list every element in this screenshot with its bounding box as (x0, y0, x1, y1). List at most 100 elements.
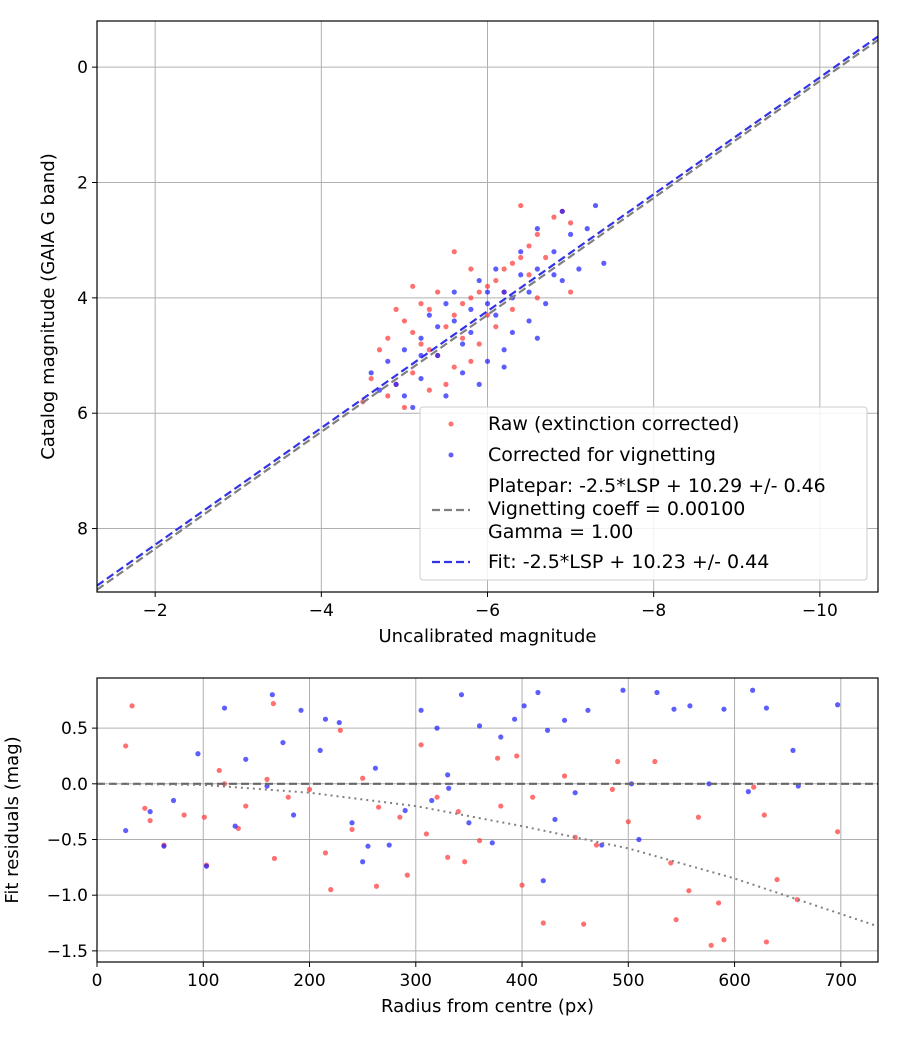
top-point-corrected (484, 358, 491, 364)
top-point-raw (426, 347, 432, 353)
bottom-series-group (97, 687, 878, 948)
top-point-corrected (418, 335, 424, 341)
top-point-raw (534, 231, 540, 238)
bottom-point-corrected (221, 705, 228, 711)
bottom-point-raw (572, 834, 578, 840)
bottom-point-raw (462, 859, 468, 865)
top-point-raw (484, 283, 491, 289)
bottom-point-corrected (561, 717, 568, 723)
top-point-corrected (468, 329, 474, 336)
bottom-plot-area (97, 678, 878, 962)
top-xtick-label: −10 (802, 601, 838, 621)
bottom-point-corrected (170, 797, 177, 804)
bottom-point-raw (418, 742, 424, 748)
bottom-point-raw (561, 773, 568, 779)
top-point-raw (451, 364, 457, 370)
bottom-point-raw (673, 917, 679, 923)
bottom-point-corrected (544, 727, 551, 733)
top-point-corrected (501, 364, 507, 370)
top-point-corrected (559, 208, 565, 214)
top-point-corrected (385, 358, 391, 364)
top-point-corrected (451, 318, 457, 324)
bottom-point-corrected (552, 816, 558, 823)
bottom-xtick-label: 500 (612, 971, 644, 991)
bottom-point-raw (652, 758, 658, 765)
bottom-point-corrected (322, 716, 329, 722)
bottom-ylabel: Fit residuals (mag) (2, 736, 23, 903)
top-point-raw (468, 358, 474, 364)
top-ytick-label: 6 (77, 404, 88, 424)
bottom-point-corrected (489, 840, 495, 846)
bottom-point-raw (306, 786, 313, 792)
legend-raw-marker (448, 421, 454, 427)
top-point-corrected (459, 341, 466, 347)
bottom-point-raw (494, 755, 501, 761)
bottom-point-corrected (402, 807, 408, 814)
bottom-ytick-label: −0.5 (47, 830, 88, 850)
top-point-raw (526, 243, 532, 249)
top-point-raw (518, 202, 524, 209)
legend-raw-label: Raw (extinction corrected) (488, 413, 739, 435)
bottom-xtick-label: 200 (293, 971, 325, 991)
top-point-raw (368, 375, 374, 382)
bottom-point-raw (201, 814, 207, 820)
bottom-line-3 (97, 782, 878, 928)
top-point-raw (376, 347, 383, 353)
top-point-raw (468, 295, 474, 301)
bottom-point-raw (181, 812, 187, 818)
bottom-point-raw (322, 850, 329, 856)
bottom-point-corrected (269, 692, 275, 698)
bottom-point-raw (375, 804, 382, 810)
top-point-raw (493, 277, 499, 284)
top-point-corrected (567, 231, 574, 238)
bottom-xtick-label: 600 (718, 971, 750, 991)
bottom-point-corrected (446, 785, 452, 791)
bottom-point-corrected (280, 739, 286, 746)
bottom-point-corrected (498, 734, 504, 740)
bottom-ytick-label: 0.5 (61, 719, 88, 739)
bottom-point-raw (530, 794, 536, 800)
bottom-point-raw (404, 872, 410, 878)
bottom-point-raw (763, 939, 770, 945)
top-point-corrected (501, 347, 507, 353)
bottom-point-corrected (476, 723, 483, 729)
bottom-point-raw (794, 897, 800, 903)
bottom-point-corrected (372, 765, 378, 771)
top-point-corrected (368, 370, 374, 376)
top-point-corrected (493, 312, 499, 318)
top-point-corrected (418, 375, 424, 382)
top-point-corrected (401, 347, 408, 353)
bottom-point-raw (349, 826, 355, 833)
bottom-point-corrected (232, 823, 238, 829)
legend-platepar-line-1: Platepar: -2.5*LSP + 10.29 +/- 0.46 (488, 475, 826, 497)
top-point-corrected (476, 381, 482, 387)
top-point-corrected (443, 393, 449, 399)
bottom-point-raw (360, 775, 366, 781)
bottom-point-corrected (572, 790, 578, 796)
bottom-point-raw (129, 703, 135, 709)
top-point-raw (401, 404, 408, 411)
top-point-corrected (559, 277, 565, 284)
bottom-point-raw (716, 900, 722, 906)
bottom-point-corrected (203, 863, 210, 869)
top-point-raw (410, 283, 416, 289)
top-xlabel: Uncalibrated magnitude (378, 626, 596, 647)
bottom-ytick-label: −1.0 (47, 886, 88, 906)
top-point-raw (551, 214, 557, 220)
top-point-raw (410, 370, 416, 376)
top-point-raw (418, 341, 424, 347)
top-point-corrected (468, 306, 474, 312)
top-line-2 (97, 39, 878, 591)
top-point-raw (385, 335, 391, 341)
bottom-point-raw (423, 831, 430, 837)
top-point-raw (468, 266, 474, 272)
bottom-point-corrected (123, 827, 129, 834)
bottom-axes-frame (96, 677, 879, 963)
bottom-point-raw (216, 767, 222, 774)
bottom-point-corrected (466, 820, 472, 826)
bottom-point-raw (337, 727, 343, 733)
top-ytick-label: 2 (77, 173, 88, 193)
top-point-raw (443, 324, 449, 330)
top-point-raw (534, 295, 540, 301)
bottom-point-corrected (434, 725, 440, 731)
